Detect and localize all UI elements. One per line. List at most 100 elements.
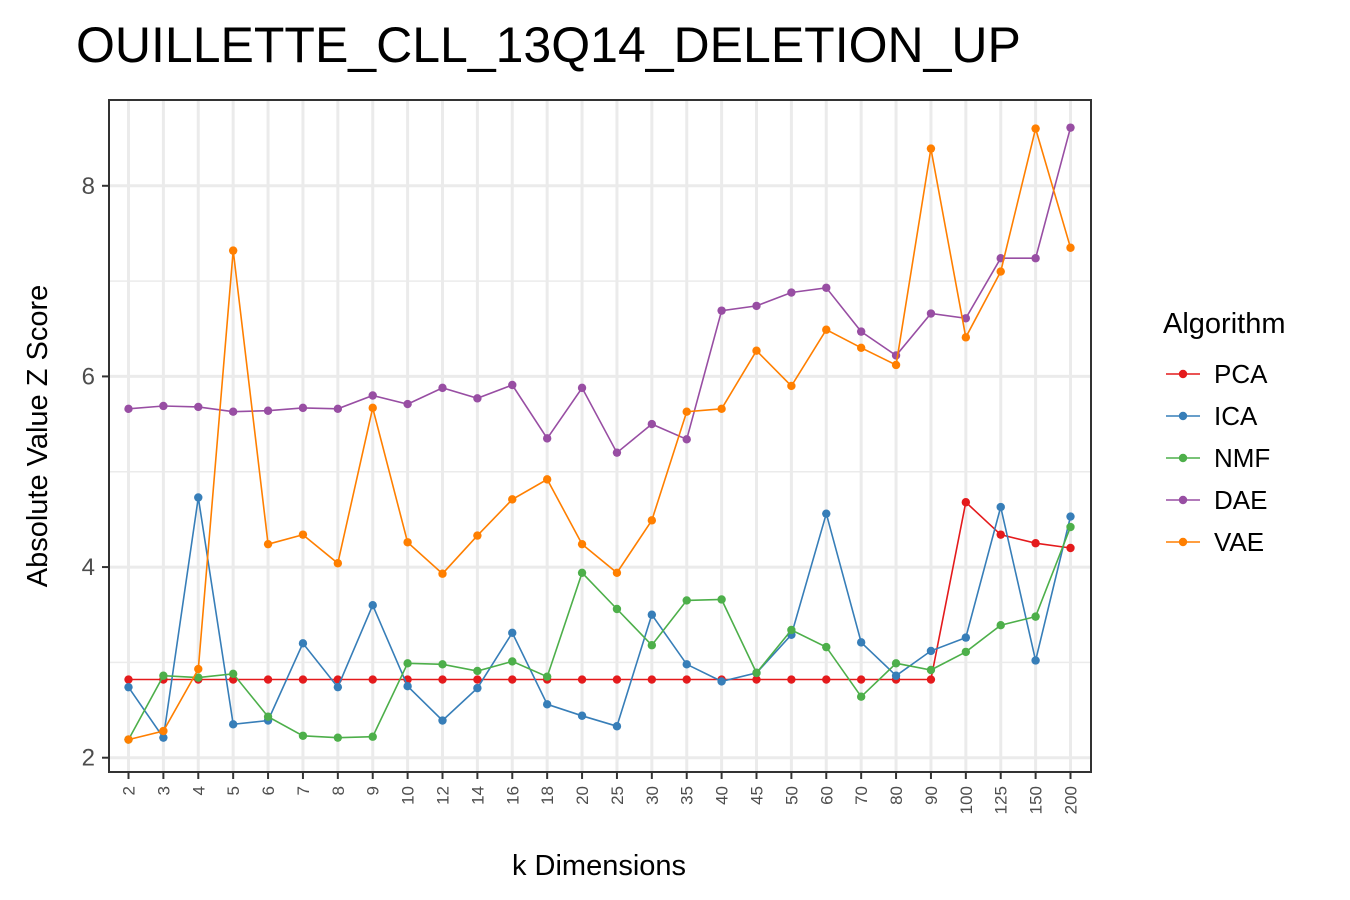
series-vae [124,124,1075,744]
x-tick-label: 12 [434,786,453,805]
data-point-vae [1066,243,1075,252]
x-tick-label: 40 [713,786,732,805]
chart-title: OUILLETTE_CLL_13Q14_DELETION_UP [76,17,1021,73]
data-point-dae [961,314,971,323]
x-tick-label: 50 [782,786,801,805]
data-point-dae [228,407,238,416]
x-tick-label: 2 [120,786,139,795]
x-tick-label: 100 [957,786,976,814]
data-point-vae [926,144,936,153]
x-tick-label: 90 [922,786,941,805]
data-point-nmf [612,604,622,614]
data-point-dae [891,351,901,360]
data-point-nmf [368,732,377,741]
data-point-ica [647,610,657,619]
x-tick-label: 6 [259,786,278,795]
data-point-dae [577,383,587,393]
data-point-dae [473,394,482,403]
y-tick-label: 4 [82,554,95,581]
data-point-vae [368,403,377,413]
data-point-nmf [647,641,657,650]
data-point-dae [298,403,308,413]
data-point-pca [473,675,482,684]
x-tick-label: 14 [468,786,487,805]
legend-item-pca: PCA [1166,359,1268,389]
data-point-nmf [473,666,482,676]
data-point-pca [647,675,657,684]
data-point-pca [856,675,866,684]
x-tick-label: 35 [678,786,697,805]
data-point-pca [752,675,761,684]
data-point-nmf [787,625,796,635]
x-tick-label: 7 [294,786,313,795]
series-line-dae [128,127,1072,454]
legend-item-nmf: NMF [1166,443,1270,473]
data-point-ica [194,493,203,502]
data-point-vae [752,346,761,355]
data-point-pca [1031,539,1040,548]
data-point-vae [891,360,901,370]
data-point-pca [298,675,308,684]
legend-label: DAE [1214,485,1267,515]
series-line-nmf [127,526,1072,740]
data-point-pca [926,675,936,684]
legend-items: PCA ICA NMF DAE VAE [1166,359,1270,557]
data-point-dae [263,406,273,415]
data-point-vae [228,246,238,255]
data-point-pca [263,675,273,684]
data-point-ica [717,677,726,686]
data-point-nmf [438,660,447,669]
series-line-pca [128,500,1071,681]
y-tick-label: 8 [82,173,95,200]
x-tick-label: 10 [399,786,418,805]
data-point-ica [1066,512,1075,521]
legend-key-point [1178,453,1188,463]
data-point-vae [333,559,343,568]
data-point-dae [124,404,133,414]
data-point-dae [333,404,343,414]
data-point-vae [682,407,691,416]
data-point-nmf [752,668,761,678]
data-point-pca [787,675,796,684]
data-point-dae [926,309,936,318]
y-tick-label: 2 [82,745,95,772]
data-point-ica [682,660,691,669]
data-point-pca [822,675,831,684]
data-point-pca [1066,543,1075,553]
data-point-ica [856,638,866,647]
data-point-pca [438,675,447,684]
series-line-vae [128,125,1072,741]
legend-key-point [1178,537,1188,547]
data-point-ica [822,509,831,518]
data-point-vae [787,381,796,391]
data-point-dae [438,383,447,393]
data-point-nmf [228,669,238,679]
legend-key-point [1178,411,1188,421]
x-tick-label: 30 [643,786,662,805]
data-point-vae [124,735,133,744]
series-line-ica [127,497,1072,740]
data-point-vae [822,325,831,334]
data-point-ica [996,502,1005,512]
x-tick-label: 45 [748,786,767,805]
data-point-vae [194,664,203,674]
data-point-vae [263,539,273,549]
legend-item-dae: DAE [1166,485,1267,515]
data-point-dae [787,288,796,297]
data-point-vae [717,404,726,414]
data-point-pca [961,498,971,507]
data-point-nmf [194,673,203,682]
data-point-ica [1031,656,1040,665]
x-tick-label: 80 [887,786,906,805]
x-axis: 2 3 4 5 6 7 8 9 10 12 14 16 18 20 25 30 35 40 45 50 60 70 80 90… [120,772,1081,814]
y-tick-label: 6 [82,363,95,390]
legend-item-vae: VAE [1166,527,1264,557]
x-tick-label: 70 [852,786,871,805]
data-point-vae [403,538,412,547]
x-tick-label: 25 [608,786,627,805]
x-tick-label: 4 [189,786,208,795]
x-tick-label: 16 [503,786,522,805]
x-axis-title: k Dimensions [512,850,686,882]
data-point-nmf [333,733,343,742]
data-point-pca [124,675,133,684]
